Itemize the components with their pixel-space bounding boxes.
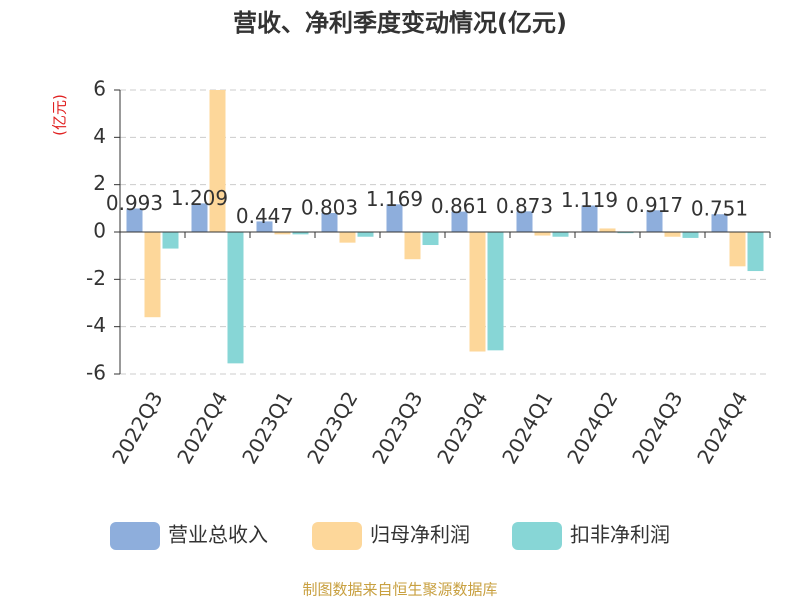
legend-label[interactable]: 营业总收入 bbox=[168, 523, 268, 547]
source-note: 制图数据来自恒生聚源数据库 bbox=[302, 581, 497, 599]
bar bbox=[711, 214, 728, 232]
bar bbox=[227, 232, 244, 364]
data-label: 0.993 bbox=[106, 191, 163, 215]
bar bbox=[404, 232, 421, 260]
bar bbox=[422, 232, 439, 246]
bar bbox=[451, 211, 468, 232]
x-tick-label: 2024Q2 bbox=[562, 387, 622, 468]
bar bbox=[339, 232, 356, 243]
legend-swatch[interactable] bbox=[312, 522, 362, 550]
bar bbox=[534, 232, 551, 236]
bar bbox=[274, 232, 291, 235]
y-axis-label: (亿元) bbox=[51, 94, 69, 136]
bar bbox=[209, 90, 226, 232]
y-tick-label: -4 bbox=[86, 313, 106, 337]
data-label: 0.873 bbox=[496, 194, 553, 218]
y-tick-label: 0 bbox=[93, 219, 106, 243]
bar bbox=[191, 203, 208, 232]
legend-label[interactable]: 扣非净利润 bbox=[570, 523, 670, 547]
x-tick-label: 2024Q1 bbox=[497, 387, 557, 468]
bar bbox=[256, 221, 273, 232]
data-label: 1.169 bbox=[366, 187, 423, 211]
y-tick-label: -6 bbox=[86, 361, 106, 385]
y-tick-label: 6 bbox=[93, 77, 106, 101]
bar bbox=[617, 232, 634, 234]
x-tick-label: 2023Q2 bbox=[302, 387, 362, 468]
y-tick-label: 2 bbox=[93, 171, 106, 195]
bar bbox=[321, 212, 338, 232]
chart-title: 营收、净利季度变动情况(亿元) bbox=[233, 9, 567, 37]
bar bbox=[386, 204, 403, 232]
x-tick-label: 2022Q3 bbox=[107, 387, 167, 468]
y-tick-label: -2 bbox=[86, 266, 106, 290]
legend-swatch[interactable] bbox=[110, 522, 160, 550]
bar bbox=[516, 211, 533, 232]
bar bbox=[646, 210, 663, 232]
x-tick-label: 2024Q4 bbox=[692, 387, 752, 468]
x-tick-label: 2023Q4 bbox=[432, 387, 492, 468]
bar bbox=[487, 232, 504, 351]
bar bbox=[747, 232, 764, 272]
bar bbox=[292, 232, 309, 235]
data-label: 0.447 bbox=[236, 204, 293, 228]
data-label: 0.803 bbox=[301, 195, 358, 219]
data-label: 1.209 bbox=[171, 186, 228, 210]
legend-label[interactable]: 归母净利润 bbox=[370, 523, 470, 547]
data-label: 1.119 bbox=[561, 188, 618, 212]
x-tick-label: 2024Q3 bbox=[627, 387, 687, 468]
bar bbox=[599, 228, 616, 232]
bar bbox=[162, 232, 179, 249]
data-label: 0.917 bbox=[626, 193, 683, 217]
legend-swatch[interactable] bbox=[512, 522, 562, 550]
bar bbox=[144, 232, 161, 318]
bar bbox=[664, 232, 681, 237]
data-label: 0.861 bbox=[431, 194, 488, 218]
bar bbox=[682, 232, 699, 238]
x-tick-label: 2023Q1 bbox=[237, 387, 297, 468]
x-tick-label: 2022Q4 bbox=[172, 387, 232, 468]
data-label: 0.751 bbox=[691, 197, 748, 221]
y-tick-label: 4 bbox=[93, 124, 106, 148]
bar bbox=[552, 232, 569, 237]
bar bbox=[126, 208, 143, 232]
x-tick-label: 2023Q3 bbox=[367, 387, 427, 468]
bar bbox=[581, 205, 598, 232]
bar bbox=[469, 232, 486, 352]
bar bbox=[729, 232, 746, 267]
bar bbox=[357, 232, 374, 237]
